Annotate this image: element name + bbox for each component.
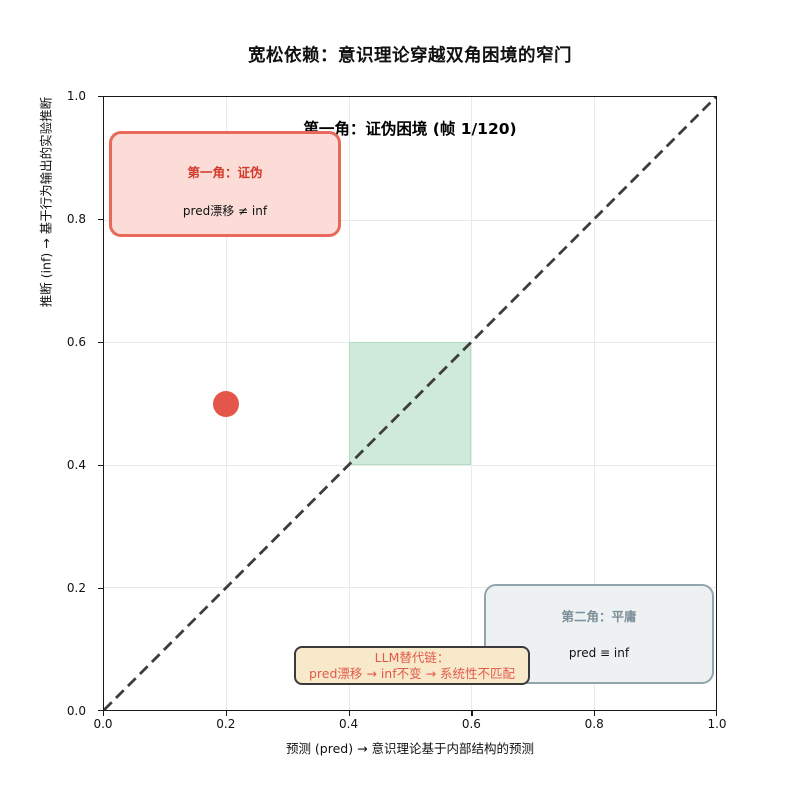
tick-mark xyxy=(98,465,103,467)
y-tick-label: 0.2 xyxy=(66,581,86,595)
gridline xyxy=(471,97,473,710)
mediocrity-box-title: 第二角：平庸 xyxy=(561,609,637,624)
tick-mark xyxy=(98,342,103,344)
tick-mark xyxy=(98,588,103,590)
tick-mark xyxy=(103,711,105,716)
tick-mark xyxy=(471,711,473,716)
x-tick-label: 0.0 xyxy=(93,717,113,731)
x-tick-label: 0.6 xyxy=(461,717,481,731)
y-tick-label: 1.0 xyxy=(66,89,86,103)
tick-mark xyxy=(225,711,228,716)
mediocrity-box-body: pred ≡ inf xyxy=(568,646,630,660)
mediocrity-annotation-box: 第二角：平庸 pred ≡ inf xyxy=(484,584,714,684)
frame-subtitle: 第一角：证伪困境 (帧 1/120) xyxy=(303,120,517,138)
plot-area: 第一角：证伪困境 (帧 1/120) 第一角：证伪 pred漂移 ≠ inf 第… xyxy=(103,96,717,711)
llm-chain-annotation-box: LLM替代链： pred漂移 → inf不变 → 系统性不匹配 xyxy=(294,646,530,685)
x-tick-label: 0.4 xyxy=(339,717,359,731)
tick-mark xyxy=(594,711,596,716)
tick-mark xyxy=(98,219,103,221)
falsification-annotation-box: 第一角：证伪 pred漂移 ≠ inf xyxy=(109,131,341,237)
x-tick-label: 0.2 xyxy=(216,717,236,731)
plot-inner: 第一角：证伪困境 (帧 1/120) 第一角：证伪 pred漂移 ≠ inf 第… xyxy=(104,97,716,710)
x-tick-label: 0.8 xyxy=(584,717,604,731)
llm-chain-line2: pred漂移 → inf不变 → 系统性不匹配 xyxy=(308,665,516,681)
y-tick-label: 0.8 xyxy=(66,212,86,226)
gridline xyxy=(104,587,716,589)
x-tick-labels: 0.0 0.2 0.4 0.6 0.8 1.0 xyxy=(93,717,726,733)
llm-chain-line1: LLM替代链： xyxy=(374,649,450,665)
tick-mark xyxy=(716,711,718,716)
data-point-marker xyxy=(213,390,240,417)
identity-diagonal-line xyxy=(104,97,716,710)
chart-title: 宽松依赖：意识理论穿越双角困境的窄门 xyxy=(248,46,572,66)
y-tick-label: 0.0 xyxy=(66,704,86,718)
tick-mark xyxy=(348,711,350,716)
gridline xyxy=(104,219,716,221)
gridline xyxy=(104,464,716,466)
y-tick-labels: 1.0 0.8 0.6 0.4 0.2 0.0 xyxy=(0,89,96,718)
y-tick-label: 0.4 xyxy=(66,458,86,472)
tick-mark xyxy=(98,710,103,712)
tick-mark xyxy=(98,96,103,98)
falsification-box-body: pred漂移 ≠ inf xyxy=(182,204,268,218)
falsification-box-title: 第一角：证伪 xyxy=(187,165,263,180)
y-tick-label: 0.6 xyxy=(66,335,86,349)
x-axis-label: 预测 (pred) → 意识理论基于内部结构的预测 xyxy=(285,741,535,756)
gridline xyxy=(593,97,595,710)
x-tick-label: 1.0 xyxy=(707,717,727,731)
